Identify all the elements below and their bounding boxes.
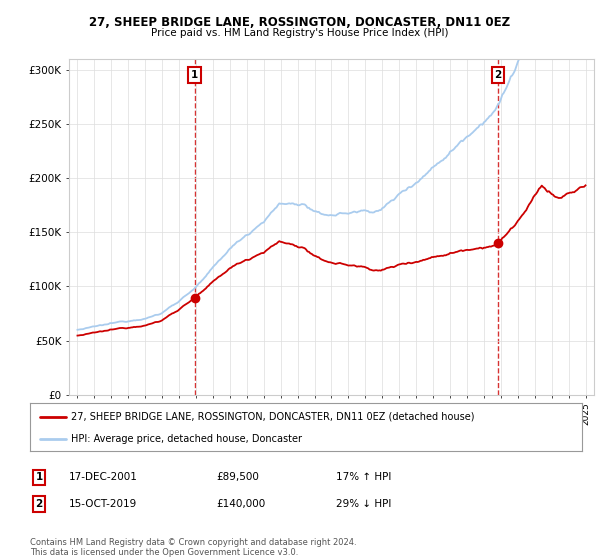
Text: 2: 2 [494,70,502,80]
Text: 15-OCT-2019: 15-OCT-2019 [69,499,137,509]
Text: 1: 1 [191,70,198,80]
Text: 27, SHEEP BRIDGE LANE, ROSSINGTON, DONCASTER, DN11 0EZ: 27, SHEEP BRIDGE LANE, ROSSINGTON, DONCA… [89,16,511,29]
Text: Contains HM Land Registry data © Crown copyright and database right 2024.
This d: Contains HM Land Registry data © Crown c… [30,538,356,557]
Text: 17% ↑ HPI: 17% ↑ HPI [336,472,391,482]
Text: 17-DEC-2001: 17-DEC-2001 [69,472,138,482]
Text: 2: 2 [35,499,43,509]
Text: Price paid vs. HM Land Registry's House Price Index (HPI): Price paid vs. HM Land Registry's House … [151,28,449,38]
Text: 29% ↓ HPI: 29% ↓ HPI [336,499,391,509]
Text: £89,500: £89,500 [216,472,259,482]
Text: £140,000: £140,000 [216,499,265,509]
Text: HPI: Average price, detached house, Doncaster: HPI: Average price, detached house, Donc… [71,434,302,444]
Text: 1: 1 [35,472,43,482]
Text: 27, SHEEP BRIDGE LANE, ROSSINGTON, DONCASTER, DN11 0EZ (detached house): 27, SHEEP BRIDGE LANE, ROSSINGTON, DONCA… [71,412,475,422]
